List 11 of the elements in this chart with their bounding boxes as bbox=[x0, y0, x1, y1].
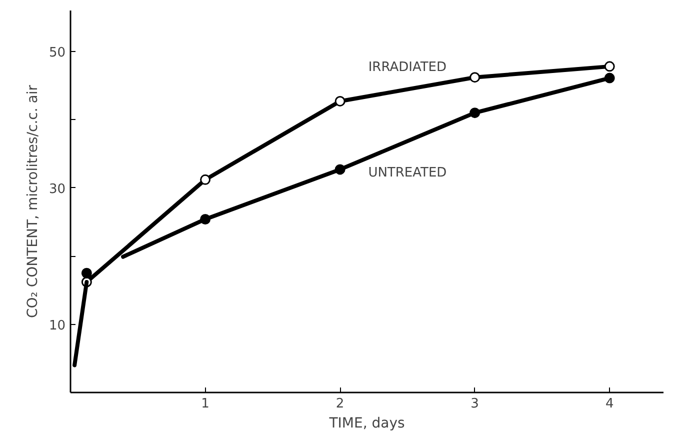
y-tick-label: 50 bbox=[48, 45, 66, 60]
series-label: IRRADIATED bbox=[368, 60, 447, 75]
y-tick-label: 10 bbox=[48, 318, 66, 334]
y-tick-label: 30 bbox=[48, 182, 66, 197]
x-tick-label: 3 bbox=[470, 396, 479, 412]
series-label: UNTREATED bbox=[368, 166, 447, 181]
x-tick-label: 4 bbox=[605, 396, 614, 412]
x-tick-label: 2 bbox=[336, 396, 344, 412]
x-tick-label: 1 bbox=[201, 396, 210, 412]
y-axis-title: CO₂ CONTENT, microlitres/c.c. air bbox=[24, 84, 41, 318]
x-axis-title: TIME, days bbox=[328, 416, 405, 432]
